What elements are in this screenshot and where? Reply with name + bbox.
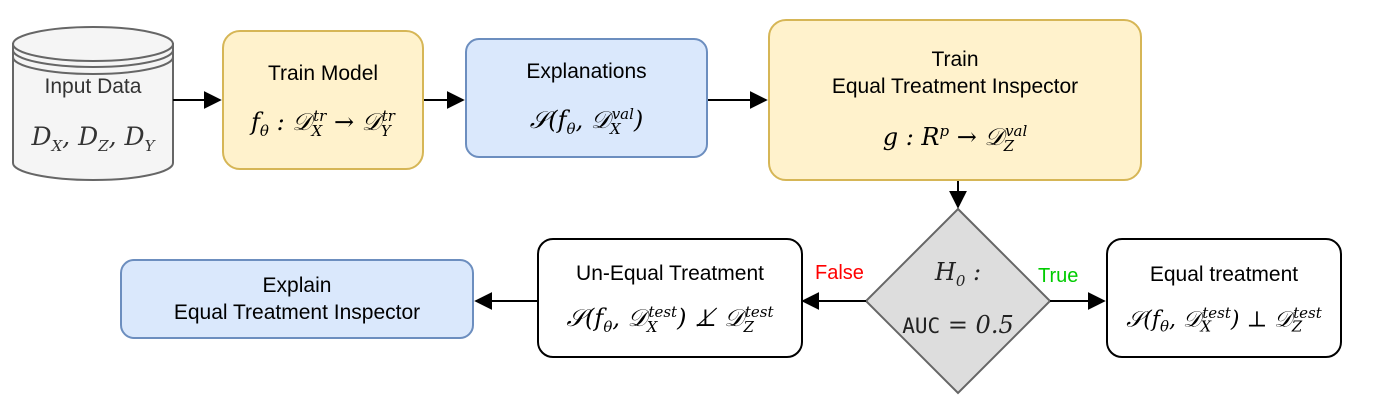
false-edge-label: False xyxy=(815,262,864,284)
inspector-training-node: Train Equal Treatment Inspector g : Rp →… xyxy=(768,19,1142,181)
input-data-title: Input Data xyxy=(44,75,142,98)
true-edge-label: True xyxy=(1038,265,1079,287)
explanations-math: 𝒮(fθ, 𝒟Xval) xyxy=(529,105,644,138)
explain-line1: Explain xyxy=(262,274,332,297)
train-model-title: Train Model xyxy=(267,62,379,86)
decision-hypothesis: H0 : xyxy=(934,258,982,290)
unequal-treatment-node: Un-Equal Treatment 𝒮(fθ, 𝒟Xtest) ⊥̸ 𝒟Zte… xyxy=(537,238,803,358)
inspector-math: g : Rp → 𝒟Zval xyxy=(882,121,1028,155)
input-data-math: DX, DZ, DY xyxy=(31,122,155,155)
equal-treatment-node: Equal treatment 𝒮(fθ, 𝒟Xtest) ⊥ 𝒟Ztest xyxy=(1106,238,1342,358)
inspector-title-line1: Train xyxy=(931,47,979,71)
explain-inspector-node: Explain Equal Treatment Inspector xyxy=(120,259,474,339)
database-cylinder-icon xyxy=(12,26,174,181)
explanations-node: Explanations 𝒮(fθ, 𝒟Xval) xyxy=(465,38,708,158)
explanations-title: Explanations xyxy=(526,60,647,84)
train-model-math: fθ : 𝒟Xtr → 𝒟Ytr xyxy=(251,107,395,140)
explain-line2: Equal Treatment Inspector xyxy=(173,301,421,324)
decision-diamond xyxy=(864,207,1052,395)
train-model-node: Train Model fθ : 𝒟Xtr → 𝒟Ytr xyxy=(222,30,424,170)
unequal-treatment-title: Un-Equal Treatment xyxy=(576,262,764,286)
equal-treatment-math: 𝒮(fθ, 𝒟Xtest) ⊥ 𝒟Ztest xyxy=(1126,303,1322,336)
unequal-treatment-math: 𝒮(fθ, 𝒟Xtest) ⊥̸ 𝒟Ztest xyxy=(566,303,774,336)
decision-auc: AUC = 0.5 xyxy=(902,311,1014,339)
inspector-title-line2: Equal Treatment Inspector xyxy=(831,74,1079,98)
equal-treatment-title: Equal treatment xyxy=(1149,262,1299,286)
